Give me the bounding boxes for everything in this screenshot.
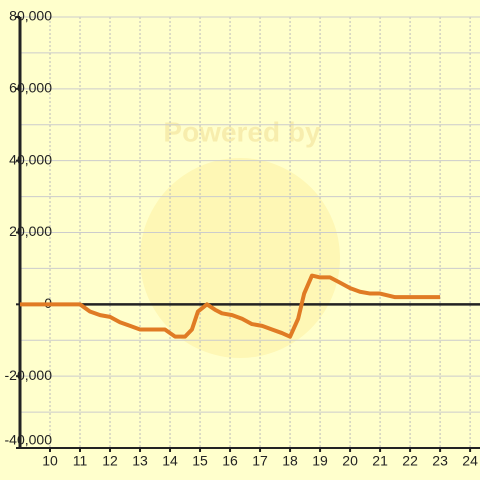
x-tick-label: 10 <box>42 453 58 469</box>
x-tick-label: 23 <box>432 453 448 469</box>
x-tick-label: 18 <box>282 453 298 469</box>
y-tick-label: -20,000 <box>5 367 53 383</box>
y-tick-label: 20,000 <box>9 223 52 239</box>
watermark: Powered by <box>163 116 321 147</box>
x-tick-label: 14 <box>162 453 178 469</box>
x-tick-label: 13 <box>132 453 148 469</box>
x-tick-label: 17 <box>252 453 268 469</box>
y-tick-label: 40,000 <box>9 151 52 167</box>
x-tick-label: 19 <box>312 453 328 469</box>
x-tick-label: 21 <box>372 453 388 469</box>
y-tick-label: 60,000 <box>9 80 52 96</box>
x-tick-label: 24 <box>462 453 478 469</box>
x-tick-label: 20 <box>342 453 358 469</box>
watermark-logo <box>140 158 340 358</box>
x-tick-label: 11 <box>73 453 88 469</box>
x-tick-label: 22 <box>402 453 418 469</box>
x-tick-label: 12 <box>102 453 118 469</box>
x-tick-label: 15 <box>192 453 208 469</box>
y-tick-label: 80,000 <box>9 8 52 24</box>
data-line <box>20 273 441 339</box>
y-tick-label: -40,000 <box>5 432 53 448</box>
x-tick-label: 16 <box>222 453 238 469</box>
